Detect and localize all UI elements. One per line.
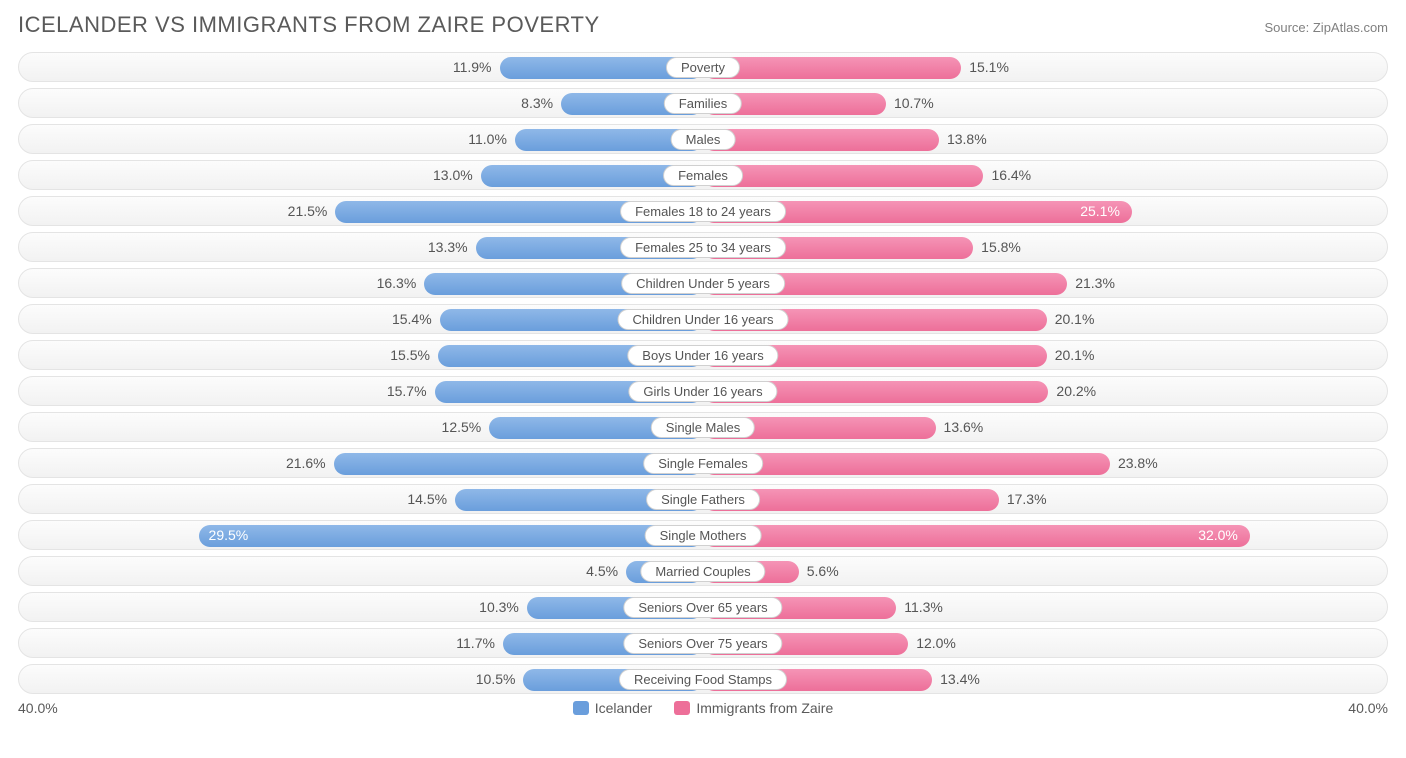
pct-left: 15.4% <box>392 311 432 327</box>
pct-right: 15.8% <box>981 239 1021 255</box>
chart-row: 8.3% 10.7% Families <box>18 88 1388 118</box>
chart-row: 4.5% 5.6% Married Couples <box>18 556 1388 586</box>
pct-right: 23.8% <box>1118 455 1158 471</box>
pct-right: 20.1% <box>1055 347 1095 363</box>
category-label: Females 25 to 34 years <box>620 237 786 258</box>
legend-swatch-left <box>573 701 589 715</box>
pct-right: 11.3% <box>904 599 943 615</box>
chart-row: 12.5% 13.6% Single Males <box>18 412 1388 442</box>
bar-right <box>703 57 961 79</box>
chart-footer: 40.0% Icelander Immigrants from Zaire 40… <box>18 700 1388 716</box>
pct-left: 15.7% <box>387 383 427 399</box>
pct-left: 13.3% <box>428 239 468 255</box>
pct-right: 13.8% <box>947 131 987 147</box>
category-label: Females 18 to 24 years <box>620 201 786 222</box>
chart-area: 11.9%15.1%Poverty8.3%10.7%Families11.0%1… <box>18 52 1388 694</box>
category-label: Children Under 16 years <box>618 309 789 330</box>
pct-right: 13.6% <box>944 419 984 435</box>
pct-left: 10.5% <box>476 671 516 687</box>
category-label: Boys Under 16 years <box>627 345 778 366</box>
pct-right: 12.0% <box>916 635 956 651</box>
chart-row: 29.5% 32.0% Single Mothers <box>18 520 1388 550</box>
chart-row: 11.9% 15.1% Poverty <box>18 52 1388 82</box>
chart-source: Source: ZipAtlas.com <box>1264 20 1388 35</box>
pct-right: 16.4% <box>991 167 1031 183</box>
pct-left: 4.5% <box>586 563 618 579</box>
chart-row: 15.7% 20.2% Girls Under 16 years <box>18 376 1388 406</box>
pct-right: 15.1% <box>969 59 1009 75</box>
category-label: Seniors Over 65 years <box>623 597 782 618</box>
bar-right <box>703 165 983 187</box>
chart-row: 10.3% 11.3% Seniors Over 65 years <box>18 592 1388 622</box>
category-label: Receiving Food Stamps <box>619 669 787 690</box>
pct-right: 20.2% <box>1056 383 1096 399</box>
category-label: Children Under 5 years <box>621 273 785 294</box>
axis-max-right: 40.0% <box>1348 700 1388 716</box>
pct-left: 11.7% <box>456 635 495 651</box>
chart-row: 13.3% 15.8% Females 25 to 34 years <box>18 232 1388 262</box>
pct-left: 11.0% <box>468 131 507 147</box>
category-label: Single Females <box>643 453 763 474</box>
pct-right: 5.6% <box>807 563 839 579</box>
category-label: Females <box>663 165 743 186</box>
pct-right: 25.1% <box>1080 203 1120 219</box>
category-label: Single Mothers <box>645 525 762 546</box>
pct-right: 17.3% <box>1007 491 1047 507</box>
category-label: Single Fathers <box>646 489 760 510</box>
chart-row: 11.7% 12.0% Seniors Over 75 years <box>18 628 1388 658</box>
pct-left: 15.5% <box>390 347 430 363</box>
chart-row: 13.0% 16.4% Females <box>18 160 1388 190</box>
pct-left: 29.5% <box>199 527 249 543</box>
pct-left: 16.3% <box>377 275 417 291</box>
pct-left: 8.3% <box>521 95 553 111</box>
pct-left: 14.5% <box>407 491 447 507</box>
legend: Icelander Immigrants from Zaire <box>573 700 834 716</box>
bar-right <box>703 525 1250 547</box>
chart-title: ICELANDER VS IMMIGRANTS FROM ZAIRE POVER… <box>18 12 600 38</box>
chart-row: 15.4% 20.1% Children Under 16 years <box>18 304 1388 334</box>
category-label: Poverty <box>666 57 740 78</box>
legend-label-right: Immigrants from Zaire <box>696 700 833 716</box>
category-label: Girls Under 16 years <box>628 381 777 402</box>
category-label: Males <box>671 129 736 150</box>
chart-header: ICELANDER VS IMMIGRANTS FROM ZAIRE POVER… <box>18 12 1388 38</box>
chart-row: 14.5% 17.3% Single Fathers <box>18 484 1388 514</box>
category-label: Married Couples <box>640 561 765 582</box>
chart-row: 16.3% 21.3% Children Under 5 years <box>18 268 1388 298</box>
pct-right: 20.1% <box>1055 311 1095 327</box>
legend-swatch-right <box>674 701 690 715</box>
axis-max-left: 40.0% <box>18 700 58 716</box>
pct-right: 10.7% <box>894 95 934 111</box>
chart-row: 21.6% 23.8% Single Females <box>18 448 1388 478</box>
chart-row: 15.5% 20.1% Boys Under 16 years <box>18 340 1388 370</box>
pct-right: 32.0% <box>1198 527 1238 543</box>
legend-label-left: Icelander <box>595 700 653 716</box>
pct-left: 10.3% <box>479 599 519 615</box>
pct-left: 11.9% <box>453 59 492 75</box>
pct-left: 12.5% <box>442 419 482 435</box>
category-label: Single Males <box>651 417 755 438</box>
bar-left <box>199 525 703 547</box>
category-label: Families <box>664 93 742 114</box>
pct-right: 13.4% <box>940 671 980 687</box>
legend-item-right: Immigrants from Zaire <box>674 700 833 716</box>
pct-right: 21.3% <box>1075 275 1115 291</box>
legend-item-left: Icelander <box>573 700 653 716</box>
chart-row: 21.5% 25.1% Females 18 to 24 years <box>18 196 1388 226</box>
chart-row: 10.5% 13.4% Receiving Food Stamps <box>18 664 1388 694</box>
chart-row: 11.0% 13.8% Males <box>18 124 1388 154</box>
bar-right <box>703 453 1110 475</box>
pct-left: 21.5% <box>288 203 328 219</box>
pct-left: 13.0% <box>433 167 473 183</box>
pct-left: 21.6% <box>286 455 326 471</box>
bar-right <box>703 129 939 151</box>
category-label: Seniors Over 75 years <box>623 633 782 654</box>
